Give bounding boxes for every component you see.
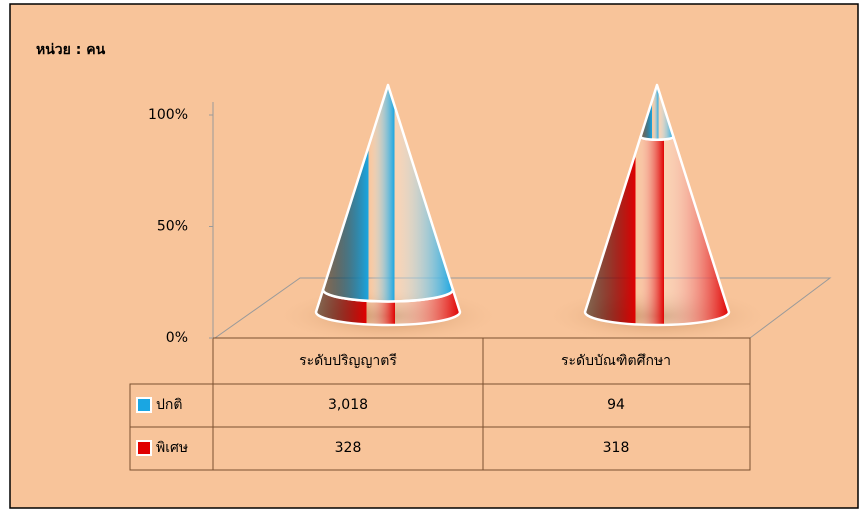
- legend-label: พิเศษ: [156, 440, 188, 456]
- unit-label: หน่วย : คน: [36, 42, 106, 58]
- legend-swatch: [136, 440, 152, 456]
- table-value: 318: [603, 440, 630, 456]
- y-tick-label: 100%: [148, 107, 188, 123]
- category-label: ระดับปริญญาตรี: [299, 353, 397, 369]
- table-value: 328: [335, 440, 362, 456]
- legend-swatch: [136, 397, 152, 413]
- legend-label: ปกติ: [156, 397, 182, 413]
- cone-segment: [639, 83, 675, 141]
- data-table: [129, 337, 751, 471]
- category-label: ระดับบัณฑิตศึกษา: [561, 353, 671, 369]
- table-value: 3,018: [328, 397, 368, 413]
- table-value: 94: [607, 397, 625, 413]
- cone-segment: [321, 83, 455, 303]
- y-tick-label: 50%: [157, 219, 188, 235]
- y-tick-label: 0%: [166, 330, 188, 346]
